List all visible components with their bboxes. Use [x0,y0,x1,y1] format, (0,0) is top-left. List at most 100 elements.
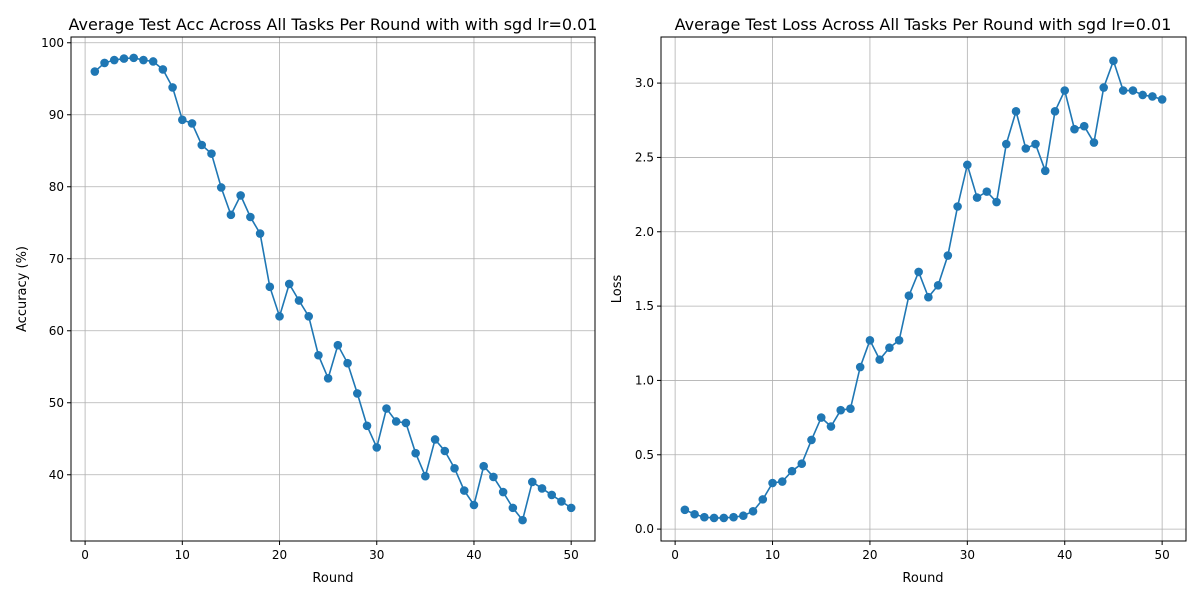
accuracy-data-point [100,58,109,68]
loss-ticks: 0 10 20 30 40 50 0.0 0.5 1.0 1.5 2.0 2.5 3.0 [635,76,1170,562]
accuracy-x-axis-label: Round [312,571,353,586]
loss-y-tick-label: 0.0 [635,522,654,536]
accuracy-data-point [333,340,343,350]
loss-data-point [807,435,816,445]
accuracy-data-point [450,463,459,473]
accuracy-data-point [216,183,226,192]
accuracy-data-point [498,487,508,497]
loss-data-point [1128,86,1138,95]
loss-data-point [690,509,699,519]
accuracy-data-point [197,140,207,150]
loss-data-point [1011,107,1021,116]
accuracy-data-point [382,404,391,413]
loss-data-point [875,355,884,364]
accuracy-data-point [421,471,430,481]
loss-data-point [1118,86,1128,95]
loss-data-point [914,267,923,277]
accuracy-data-point [255,229,265,238]
accuracy-data-point [469,500,479,510]
loss-data-point [855,362,865,372]
accuracy-data-point [304,312,314,321]
loss-data-point [709,513,719,523]
loss-data-point [1138,90,1147,100]
accuracy-data-point [129,53,139,63]
accuracy-data-point [508,503,518,513]
loss-grid [661,37,1186,541]
accuracy-data-point [236,191,245,200]
accuracy-y-tick-label: 70 [49,252,64,266]
accuracy-data-point [343,358,352,368]
accuracy-data-point [119,54,129,63]
accuracy-data-point [109,55,119,65]
accuracy-series [90,53,576,525]
accuracy-x-tick-label: 10 [175,548,190,562]
accuracy-data-point [479,461,488,471]
accuracy-data-point [459,486,469,495]
loss-x-tick-label: 20 [862,548,877,562]
accuracy-data-point [489,472,498,482]
accuracy-data-point [139,55,148,65]
accuracy-data-point [314,350,323,360]
loss-x-tick-label: 0 [671,548,679,562]
loss-data-point [768,478,777,488]
loss-y-tick-label: 3.0 [635,76,654,90]
loss-data-point [924,292,933,302]
loss-chart: Average Test Loss Across All Tasks Per R… [610,15,1187,586]
accuracy-x-tick-label: 20 [272,548,287,562]
accuracy-data-point [362,421,372,431]
accuracy-y-axis-label: Accuracy (%) [15,246,30,332]
accuracy-y-tick-label: 40 [49,468,64,482]
loss-data-point [953,202,962,211]
accuracy-data-point [246,212,255,222]
accuracy-data-point [391,417,401,426]
loss-data-point [1050,107,1060,116]
accuracy-data-point [323,373,333,383]
accuracy-y-tick-label: 50 [49,396,64,410]
accuracy-x-tick-label: 40 [466,548,481,562]
accuracy-data-point [178,115,187,125]
loss-data-point [787,466,797,476]
loss-data-point [719,513,729,523]
loss-y-tick-label: 0.5 [635,448,654,462]
loss-x-axis-label: Round [902,571,943,586]
accuracy-data-point [430,435,440,444]
loss-data-point [816,413,826,422]
loss-data-point [982,187,992,196]
accuracy-data-point [226,210,236,220]
loss-data-point [865,335,875,345]
loss-y-axis-label: Loss [610,275,625,304]
loss-data-point [826,422,836,431]
loss-y-tick-label: 1.5 [635,299,654,313]
loss-data-point [1070,124,1079,134]
accuracy-data-point [537,484,547,493]
loss-data-point [758,495,768,504]
loss-data-point [963,160,972,170]
loss-data-point [943,251,953,260]
loss-data-point [1079,121,1089,131]
loss-data-point [1099,83,1108,92]
loss-data-point [836,405,846,415]
accuracy-data-point [207,149,216,158]
loss-data-point [846,404,855,413]
accuracy-data-point [401,418,411,428]
loss-x-tick-label: 40 [1057,548,1072,562]
accuracy-data-point [168,83,177,92]
loss-data-point [1109,56,1118,66]
loss-series [680,56,1167,523]
accuracy-data-point [518,515,527,525]
loss-y-tick-label: 1.0 [635,373,654,387]
accuracy-data-point [547,490,557,500]
loss-data-point [1031,139,1040,149]
accuracy-y-tick-label: 80 [49,180,64,194]
loss-data-point [739,511,748,521]
accuracy-data-point [275,312,284,321]
accuracy-data-point [284,279,294,289]
loss-data-point [748,506,758,516]
accuracy-x-tick-label: 30 [369,548,384,562]
loss-data-point [777,477,787,486]
accuracy-data-point [265,282,275,292]
loss-data-point [700,512,709,522]
accuracy-data-point [148,57,158,66]
